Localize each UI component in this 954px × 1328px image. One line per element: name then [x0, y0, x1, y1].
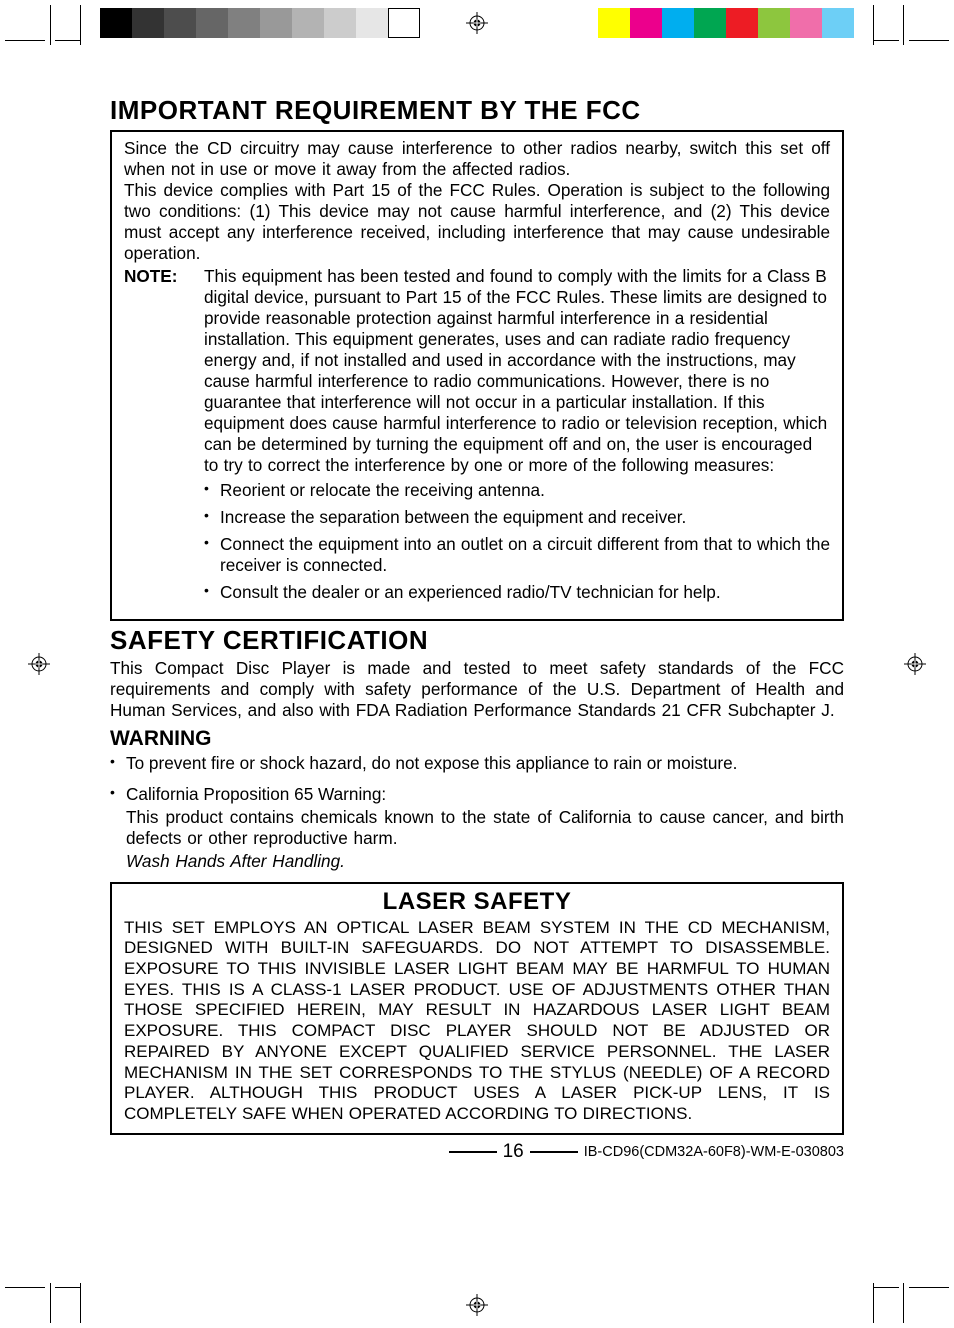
crop-mark	[55, 1287, 80, 1288]
fcc-paragraph-2: This device complies with Part 15 of the…	[124, 180, 830, 264]
crop-mark	[873, 5, 874, 45]
swatch	[260, 8, 292, 38]
swatch	[292, 8, 324, 38]
crop-mark	[873, 1283, 874, 1323]
crop-mark	[903, 5, 904, 45]
swatch	[228, 8, 260, 38]
prop65-italic: Wash Hands After Handling.	[126, 851, 844, 872]
laser-heading: LASER SAFETY	[124, 888, 830, 916]
fcc-note: NOTE: This equipment has been tested and…	[124, 266, 830, 476]
list-item: Consult the dealer or an experienced rad…	[204, 582, 830, 603]
list-item: To prevent fire or shock hazard, do not …	[110, 753, 844, 774]
prop65-title: California Proposition 65 Warning:	[126, 784, 386, 804]
list-item: Increase the separation between the equi…	[204, 507, 830, 528]
swatch	[726, 8, 758, 38]
swatch	[790, 8, 822, 38]
safety-heading: SAFETY CERTIFICATION	[110, 625, 844, 656]
note-label: NOTE:	[124, 266, 204, 476]
list-item: Connect the equipment into an outlet on …	[204, 534, 830, 576]
crop-mark	[80, 5, 81, 45]
swatch	[196, 8, 228, 38]
grayscale-swatch-bar	[100, 8, 420, 38]
laser-box: LASER SAFETY THIS SET EMPLOYS AN OPTICAL…	[110, 882, 844, 1135]
page-footer: 16 IB-CD96(CDM32A-60F8)-WM-E-030803	[110, 1141, 844, 1163]
crop-mark	[909, 40, 949, 41]
swatch	[388, 8, 420, 38]
swatch	[758, 8, 790, 38]
list-item: California Proposition 65 Warning: This …	[110, 784, 844, 872]
page-content: IMPORTANT REQUIREMENT BY THE FCC Since t…	[110, 95, 844, 1163]
crop-mark	[50, 1283, 51, 1323]
fcc-bullet-list: Reorient or relocate the receiving anten…	[204, 480, 830, 603]
page-number: 16	[503, 1141, 524, 1163]
crop-mark	[5, 40, 45, 41]
crop-mark	[55, 40, 80, 41]
document-id: IB-CD96(CDM32A-60F8)-WM-E-030803	[584, 1144, 844, 1160]
swatch	[100, 8, 132, 38]
registration-mark-icon	[466, 12, 488, 34]
warning-heading: WARNING	[110, 727, 844, 751]
registration-mark-icon	[28, 653, 50, 675]
crop-mark	[874, 1287, 899, 1288]
color-swatch-bar	[598, 8, 854, 38]
footer-dash-icon	[449, 1151, 497, 1153]
crop-mark	[909, 1287, 949, 1288]
swatch	[822, 8, 854, 38]
list-item: Reorient or relocate the receiving anten…	[204, 480, 830, 501]
swatch	[694, 8, 726, 38]
crop-mark	[903, 1283, 904, 1323]
swatch	[630, 8, 662, 38]
crop-mark	[874, 40, 899, 41]
note-body: This equipment has been tested and found…	[204, 266, 830, 476]
crop-mark	[50, 5, 51, 45]
fcc-heading: IMPORTANT REQUIREMENT BY THE FCC	[110, 95, 844, 126]
footer-dash-icon	[530, 1151, 578, 1153]
swatch	[598, 8, 630, 38]
crop-mark	[5, 1287, 45, 1288]
swatch	[662, 8, 694, 38]
swatch	[324, 8, 356, 38]
warning-list: To prevent fire or shock hazard, do not …	[110, 753, 844, 872]
swatch	[164, 8, 196, 38]
crop-mark	[80, 1283, 81, 1323]
swatch	[356, 8, 388, 38]
safety-body: This Compact Disc Player is made and tes…	[110, 658, 844, 721]
laser-body: THIS SET EMPLOYS AN OPTICAL LASER BEAM S…	[124, 918, 830, 1125]
fcc-box: Since the CD circuitry may cause interfe…	[110, 130, 844, 621]
prop65-body: This product contains chemicals known to…	[126, 807, 844, 849]
swatch	[132, 8, 164, 38]
registration-mark-icon	[466, 1294, 488, 1316]
registration-mark-icon	[904, 653, 926, 675]
fcc-paragraph-1: Since the CD circuitry may cause interfe…	[124, 138, 830, 180]
